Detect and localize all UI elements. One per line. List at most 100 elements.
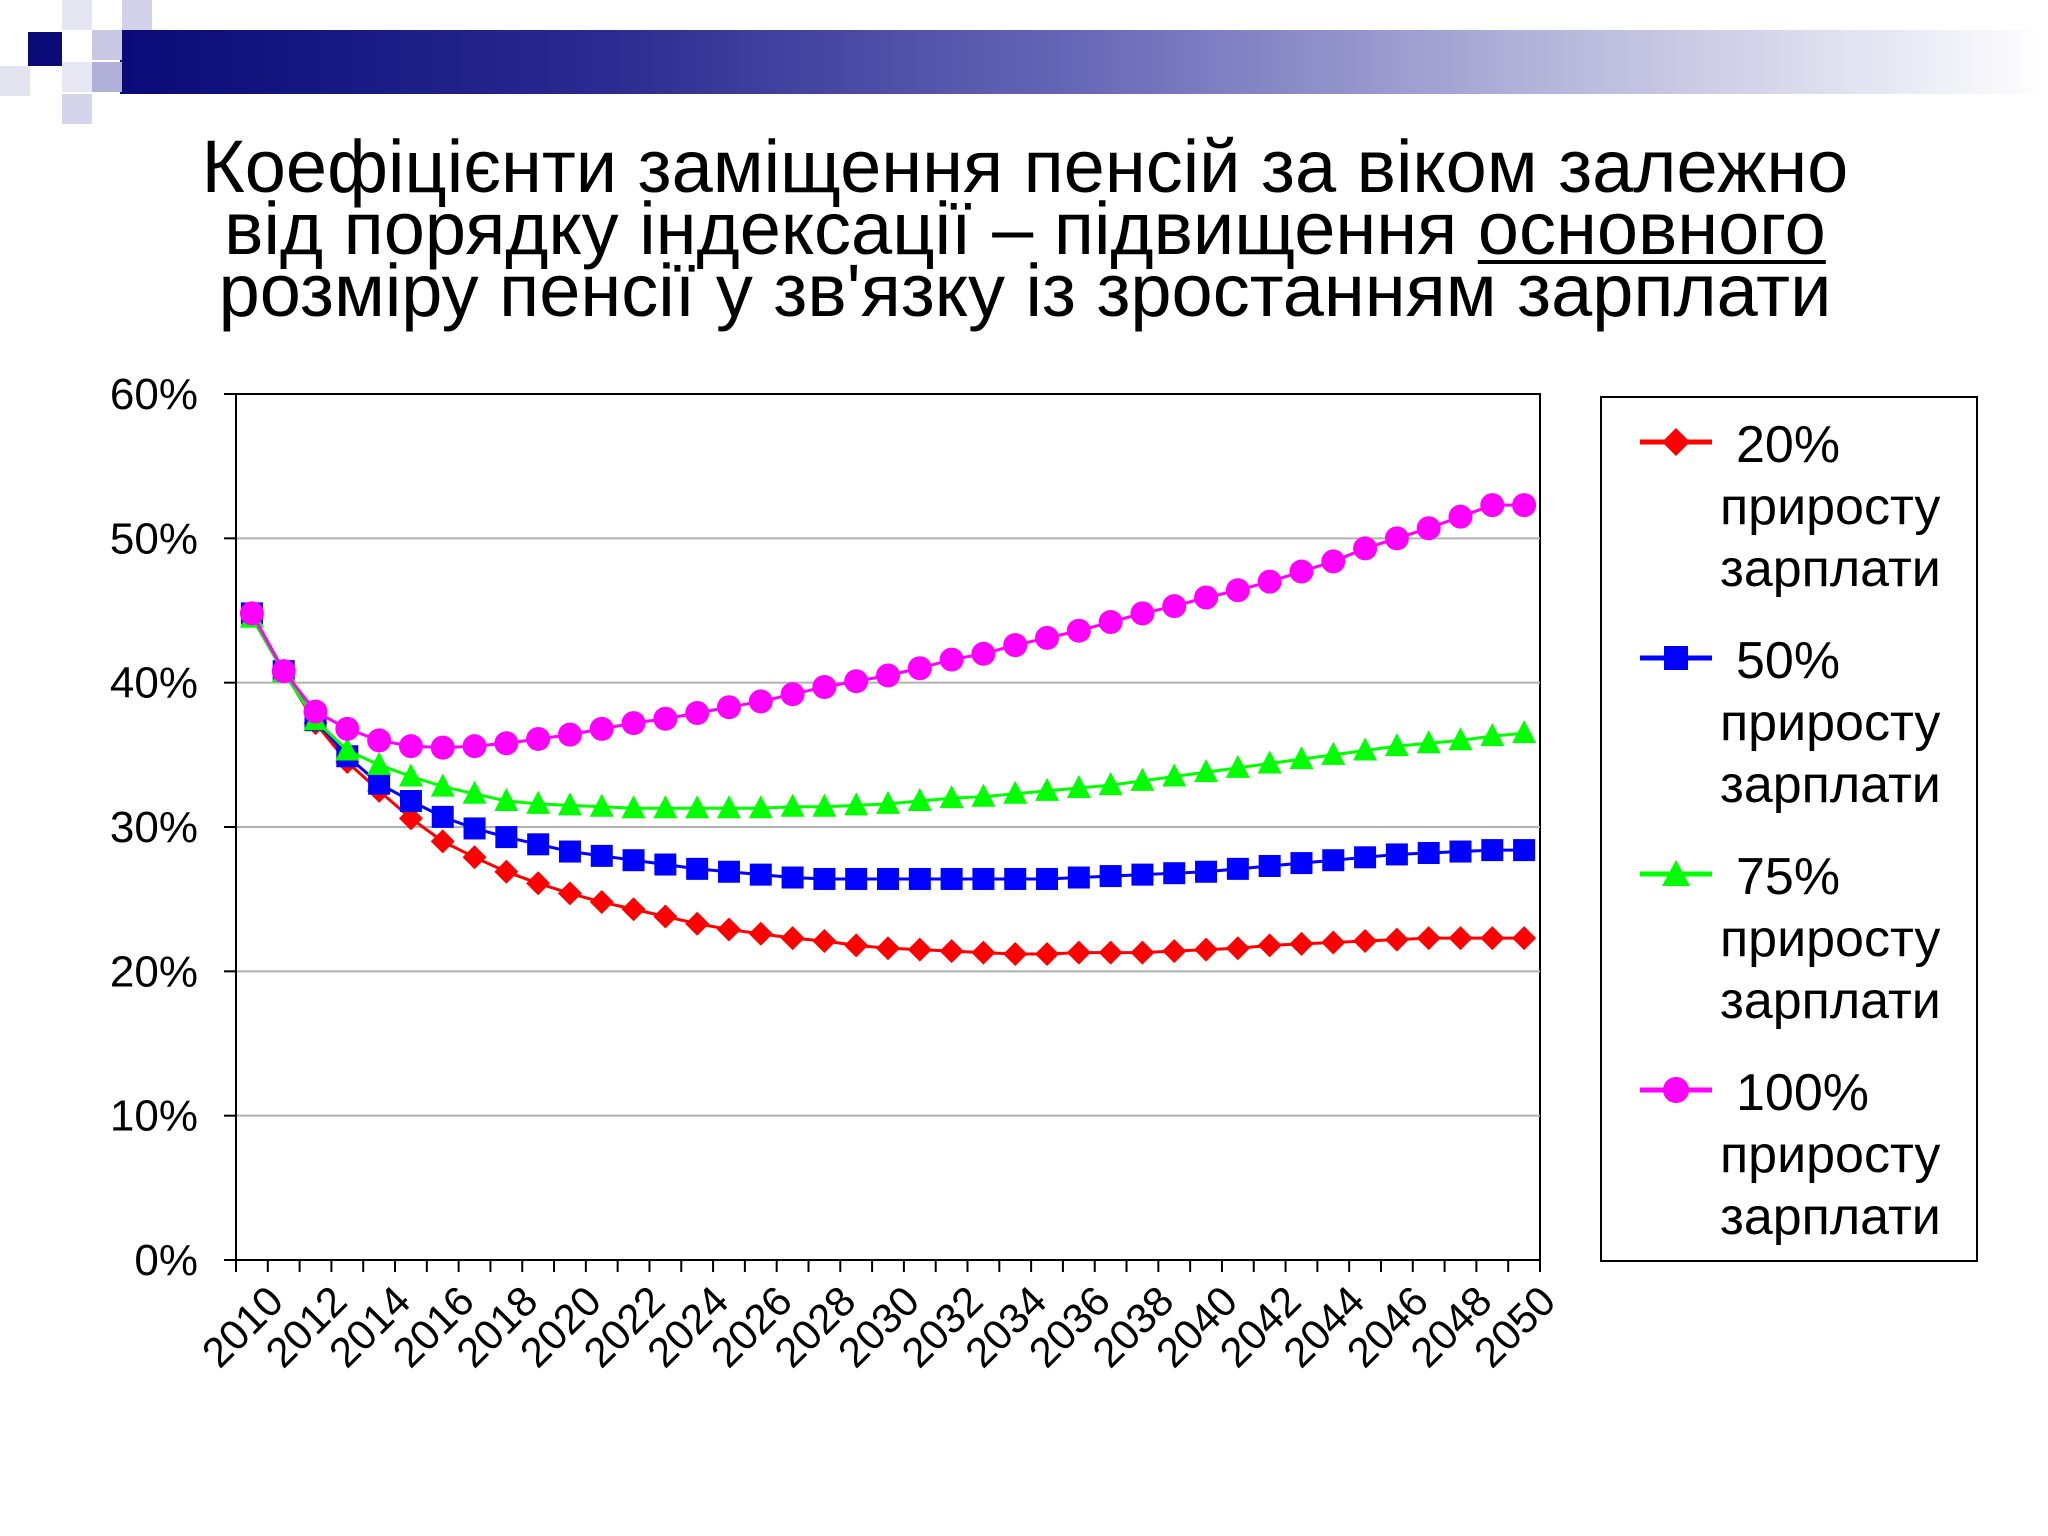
data-point	[1130, 940, 1155, 965]
data-point	[1513, 839, 1536, 862]
data-point	[1257, 569, 1282, 594]
data-point	[939, 939, 964, 964]
data-point	[1289, 931, 1314, 956]
data-point	[558, 840, 581, 863]
data-point	[685, 795, 710, 819]
data-point	[335, 716, 360, 741]
data-point	[940, 867, 963, 890]
data-point	[1035, 625, 1060, 650]
data-point	[398, 806, 423, 831]
y-tick-label: 0%	[134, 1236, 198, 1285]
y-tick-label: 60%	[110, 370, 198, 419]
data-point	[1162, 594, 1187, 619]
legend-marker-diamond	[1640, 428, 1712, 456]
data-point	[1098, 940, 1123, 965]
data-point	[526, 726, 551, 751]
title-line-2-text: від порядку індексації – підвищення	[224, 187, 1478, 270]
data-point	[1448, 504, 1473, 529]
data-point	[907, 937, 932, 962]
data-point	[430, 773, 455, 797]
data-point	[1162, 763, 1187, 787]
deco-square	[62, 94, 92, 124]
data-point	[1353, 929, 1378, 954]
data-point	[1003, 633, 1028, 658]
data-point	[748, 689, 773, 714]
data-point	[653, 904, 678, 929]
data-point	[590, 844, 613, 867]
data-point	[1036, 867, 1059, 890]
y-tick-label: 50%	[110, 514, 198, 563]
data-point	[748, 795, 773, 819]
legend-label-pct: 50%	[1736, 632, 1841, 690]
data-point	[907, 656, 932, 681]
data-point	[844, 669, 869, 694]
data-point	[972, 867, 995, 890]
data-point	[653, 706, 678, 731]
data-point	[1384, 927, 1409, 952]
data-point	[430, 829, 455, 854]
data-point	[1066, 618, 1091, 643]
data-point	[367, 728, 392, 753]
data-point	[1384, 733, 1409, 757]
data-point	[494, 859, 519, 884]
data-point	[812, 929, 837, 954]
data-point	[1512, 720, 1537, 744]
data-point	[557, 722, 582, 747]
data-point	[1480, 493, 1505, 518]
data-point	[589, 716, 614, 741]
data-point	[239, 601, 264, 626]
data-point	[1512, 493, 1537, 518]
data-point	[971, 940, 996, 965]
data-point	[939, 785, 964, 809]
data-point	[716, 695, 741, 720]
data-point	[1066, 940, 1091, 965]
legend-marker-square	[1640, 646, 1712, 670]
data-point	[717, 860, 740, 883]
data-point	[654, 853, 677, 876]
data-point	[971, 783, 996, 807]
y-tick-label: 40%	[110, 659, 198, 708]
data-point	[1448, 926, 1473, 951]
legend-label-pct: 100%	[1736, 1064, 1869, 1122]
data-point	[1195, 860, 1218, 883]
deco-square	[92, 30, 122, 60]
data-point	[1480, 723, 1505, 747]
deco-square	[92, 62, 122, 92]
data-point	[399, 790, 422, 813]
legend-label-line2: приросту	[1720, 478, 1941, 536]
data-point	[1162, 939, 1187, 964]
data-point	[1353, 536, 1378, 561]
data-point	[653, 795, 678, 819]
data-point	[398, 763, 423, 787]
data-point	[1035, 777, 1060, 801]
legend-label-pct: 75%	[1736, 848, 1841, 906]
data-point	[907, 788, 932, 812]
data-point	[876, 936, 900, 961]
data-point	[622, 849, 645, 872]
legend-label-line3: зарплати	[1720, 972, 1941, 1030]
data-point	[908, 867, 931, 890]
data-point	[462, 780, 487, 804]
data-point	[1321, 930, 1346, 955]
data-point	[1194, 759, 1219, 783]
data-point	[1512, 926, 1537, 951]
legend-label-line3: зарплати	[1720, 1188, 1941, 1246]
legend-label-line3: зарплати	[1720, 540, 1941, 598]
data-point	[939, 647, 964, 672]
data-point	[1258, 854, 1281, 877]
data-point	[1225, 578, 1250, 603]
legend-label-line2: приросту	[1720, 694, 1941, 752]
data-point	[716, 917, 741, 942]
legend-label-line3: зарплати	[1720, 756, 1941, 814]
data-point	[780, 926, 805, 951]
data-point	[1098, 610, 1123, 635]
data-point	[557, 881, 582, 906]
data-point	[748, 921, 773, 946]
title-line-3: розміру пенсії у зв'язку із зростанням з…	[218, 249, 1832, 332]
data-point	[431, 805, 454, 828]
data-point	[813, 867, 836, 890]
legend-label-pct: 20%	[1736, 416, 1841, 474]
data-point	[1480, 926, 1505, 951]
data-point	[1449, 840, 1472, 863]
